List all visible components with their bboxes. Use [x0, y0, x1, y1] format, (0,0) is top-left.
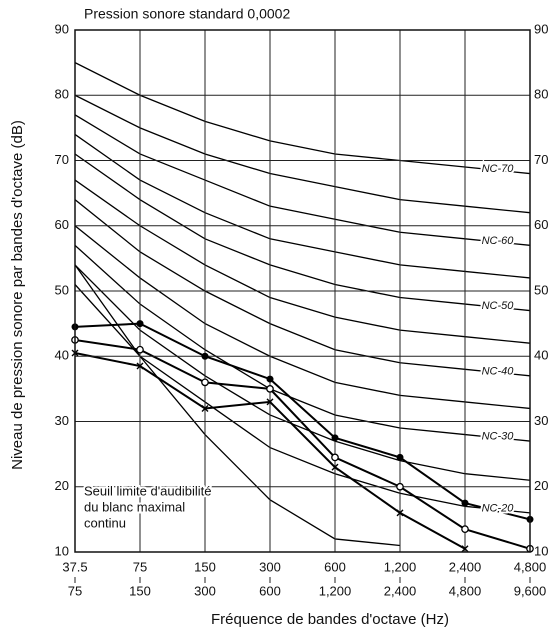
x-tick-label: 300: [259, 559, 281, 574]
measured-line: [75, 338, 530, 550]
annotation: du blanc maximal: [84, 499, 185, 514]
marker: [331, 434, 339, 442]
marker: [461, 525, 469, 534]
y2-tick-label: 80: [534, 87, 548, 102]
y2-tick-label: 30: [534, 413, 548, 428]
x-tick-label: 75: [68, 583, 82, 598]
x-tick-label: 75: [133, 559, 147, 574]
marker: [201, 404, 209, 412]
marker: [201, 352, 209, 360]
x-tick-label: 1,200: [319, 583, 352, 598]
nc-curve: [75, 199, 530, 377]
y-tick-label: 60: [55, 217, 69, 232]
nc-label: NC-40: [482, 365, 515, 377]
nc-label: NC-60: [482, 235, 515, 247]
nc-label: NC-30: [482, 431, 515, 443]
x-tick-label: 150: [129, 583, 151, 598]
nc-curve: [75, 225, 530, 410]
y-tick-label: 30: [55, 413, 69, 428]
x-tick-label: 2,400: [449, 559, 482, 574]
y2-tick-label: 90: [534, 21, 548, 36]
x-tick-label: 1,200: [384, 559, 417, 574]
nc-curve: [75, 264, 530, 481]
marker: [266, 375, 274, 383]
plot-frame: [74, 29, 531, 553]
nc-label: NC-50: [482, 300, 515, 312]
x-tick-label: 4,800: [514, 559, 547, 574]
y2-tick-label: 70: [534, 152, 548, 167]
marker: [136, 345, 144, 354]
nc-label: NC-20: [482, 502, 515, 514]
nc-curve: [75, 179, 530, 344]
marker: [331, 453, 339, 462]
marker: [136, 320, 144, 328]
nc-curve: [75, 94, 530, 214]
y-tick-label: 70: [55, 152, 69, 167]
y-tick-label: 80: [55, 87, 69, 102]
marker: [136, 362, 144, 370]
marker: [461, 499, 469, 507]
nc-curve: [75, 284, 530, 514]
y2-tick-label: 60: [534, 217, 548, 232]
y-tick-label: 10: [55, 543, 69, 558]
x-tick-label: 150: [194, 559, 216, 574]
marker: [396, 509, 404, 517]
nc-curve: [75, 114, 530, 246]
nc-curve: [75, 133, 530, 279]
annotation: continu: [84, 515, 126, 530]
x-tick-label: 2,400: [384, 583, 417, 598]
y-tick-label: 20: [55, 478, 69, 493]
chart-title: Pression sonore standard 0,0002: [84, 6, 290, 22]
marker: [266, 385, 274, 393]
x-tick-label: 37.5: [62, 559, 87, 574]
marker: [396, 482, 404, 491]
plot-area: [75, 62, 530, 550]
measured-line: [75, 322, 530, 521]
marker: [331, 463, 339, 471]
y-tick-label: 90: [55, 21, 69, 36]
x-tick-label: 9,600: [514, 583, 547, 598]
x-tick-label: 4,800: [449, 583, 482, 598]
y-axis-label: Niveau de pression sonore par bandes d'o…: [9, 120, 26, 470]
marker: [461, 545, 469, 553]
marker: [201, 378, 209, 387]
y2-tick-label: 20: [534, 478, 548, 493]
marker: [396, 453, 404, 461]
marker: [266, 398, 274, 406]
x-tick-label: 600: [324, 559, 346, 574]
nc-curve: [75, 153, 530, 312]
nc-curve: [75, 244, 530, 442]
nc-curve: [75, 62, 530, 175]
nc-label: NC-70: [482, 163, 515, 175]
y2-tick-label: 40: [534, 348, 548, 363]
x-tick-label: 300: [194, 583, 216, 598]
y-tick-label: 50: [55, 282, 69, 297]
measured-line: [75, 264, 401, 547]
x-axis-label: Fréquence de bandes d'octave (Hz): [211, 611, 449, 628]
y-tick-label: 40: [55, 348, 69, 363]
annotation: Seuil limite d'audibilité: [84, 483, 212, 498]
y2-tick-label: 50: [534, 282, 548, 297]
y2-tick-label: 10: [534, 543, 548, 558]
x-tick-label: 600: [259, 583, 281, 598]
